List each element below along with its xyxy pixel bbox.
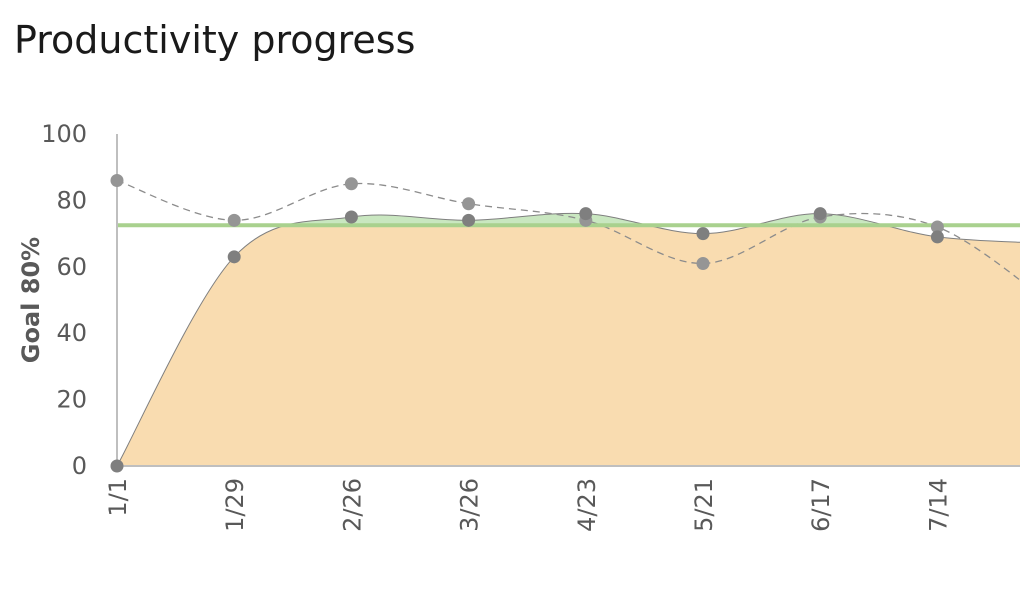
progress-point xyxy=(930,230,944,244)
dashed-series-point xyxy=(227,213,241,227)
progress-area xyxy=(117,213,1020,466)
progress-point xyxy=(227,250,241,264)
progress-point xyxy=(696,227,710,241)
label-layer: 0 20 40 60 80 100 1/1 1/29 2/26 3/26 4/23 5/21 6/17 7… xyxy=(17,120,952,532)
dashed-series-point xyxy=(344,177,358,191)
area-layer xyxy=(117,213,1020,466)
y-tick-label: 40 xyxy=(56,319,87,347)
x-tick-label: 4/23 xyxy=(573,478,601,532)
y-tick-label: 100 xyxy=(41,120,87,148)
y-axis-title: Goal 80% xyxy=(17,237,45,363)
y-tick-label: 60 xyxy=(56,253,87,281)
progress-point xyxy=(813,207,827,221)
y-tick-label: 0 xyxy=(72,452,87,480)
dashed-series-point xyxy=(110,173,124,187)
y-tick-label: 20 xyxy=(56,386,87,414)
chart-title: Productivity progress xyxy=(14,18,416,62)
x-tick-label: 6/17 xyxy=(807,478,835,532)
x-tick-label: 5/21 xyxy=(690,478,718,532)
x-tick-label: 2/26 xyxy=(338,478,366,532)
x-tick-label: 3/26 xyxy=(456,478,484,532)
progress-point xyxy=(110,459,124,473)
dashed-series-point xyxy=(930,220,944,234)
x-tick-label: 1/1 xyxy=(104,478,132,517)
dashed-series-point xyxy=(462,197,476,211)
progress-point xyxy=(579,207,593,221)
x-tick-label: 7/14 xyxy=(924,478,952,532)
marker-layer xyxy=(110,173,944,473)
progress-point xyxy=(462,213,476,227)
axes-layer xyxy=(116,134,1020,467)
y-tick-label: 80 xyxy=(56,186,87,214)
x-tick-label: 1/29 xyxy=(221,478,249,532)
dashed-series-point xyxy=(696,256,710,270)
progress-point xyxy=(344,210,358,224)
